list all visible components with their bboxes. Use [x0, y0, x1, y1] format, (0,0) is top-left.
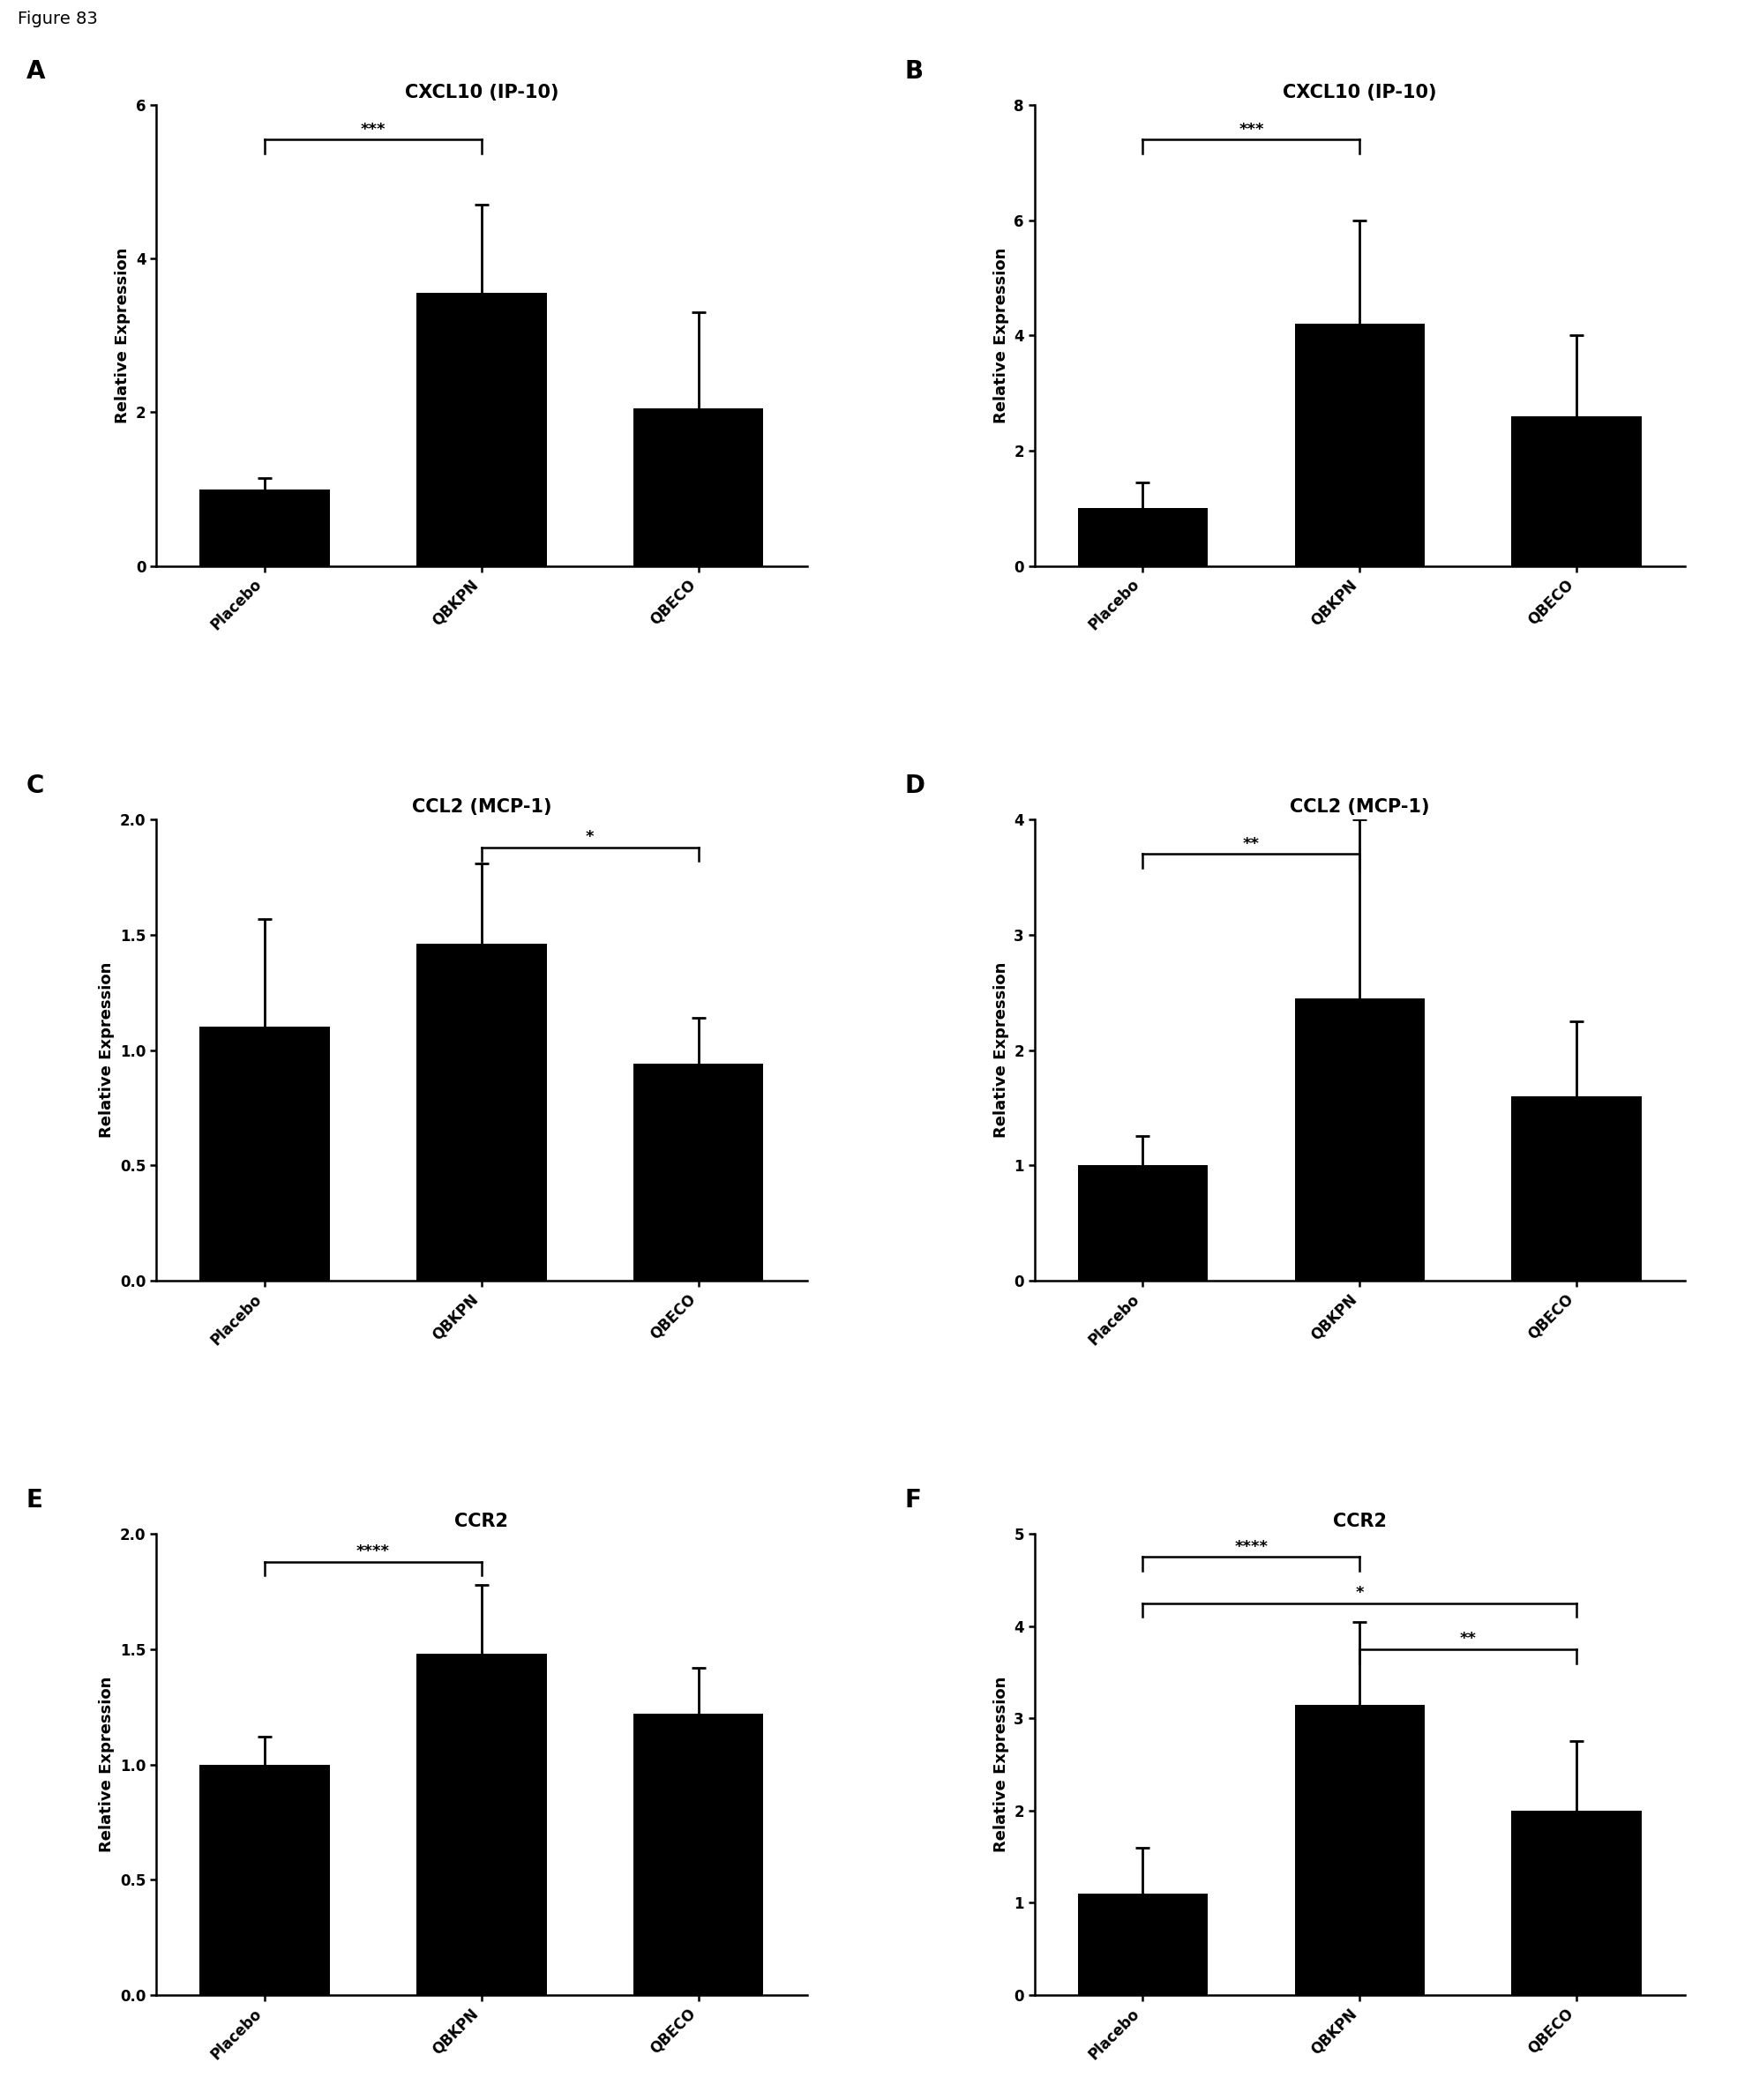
Bar [200, 1764, 330, 1995]
Bar [200, 1027, 330, 1281]
Y-axis label: Relative Expression: Relative Expression [994, 962, 1009, 1138]
Bar [417, 294, 547, 567]
Y-axis label: Relative Expression: Relative Expression [99, 962, 115, 1138]
Title: CCR2: CCR2 [1332, 1512, 1386, 1531]
Y-axis label: Relative Expression: Relative Expression [994, 248, 1009, 424]
Text: ****: **** [1235, 1539, 1268, 1554]
Title: CCR2: CCR2 [455, 1512, 509, 1531]
Bar [1077, 508, 1207, 567]
Y-axis label: Relative Expression: Relative Expression [994, 1676, 1009, 1852]
Bar [1294, 323, 1424, 567]
Title: CCL2 (MCP-1): CCL2 (MCP-1) [412, 798, 551, 815]
Text: C: C [26, 773, 43, 798]
Text: B: B [905, 59, 922, 84]
Text: F: F [905, 1489, 921, 1512]
Bar [1511, 1810, 1641, 1995]
Text: ****: **** [356, 1544, 389, 1560]
Text: ***: *** [1238, 122, 1265, 137]
Text: E: E [26, 1489, 43, 1512]
Bar [200, 489, 330, 567]
Title: CXCL10 (IP-10): CXCL10 (IP-10) [1282, 84, 1436, 101]
Bar [1077, 1894, 1207, 1995]
Title: CCL2 (MCP-1): CCL2 (MCP-1) [1291, 798, 1430, 815]
Bar [417, 1655, 547, 1995]
Y-axis label: Relative Expression: Relative Expression [99, 1676, 115, 1852]
Text: **: ** [1459, 1632, 1476, 1646]
Bar [1077, 1166, 1207, 1281]
Text: ***: *** [361, 122, 386, 137]
Bar [1511, 1096, 1641, 1281]
Text: D: D [905, 773, 924, 798]
Bar [634, 410, 764, 567]
Text: A: A [26, 59, 45, 84]
Bar [1294, 998, 1424, 1281]
Bar [634, 1714, 764, 1995]
Bar [1511, 416, 1641, 567]
Y-axis label: Relative Expression: Relative Expression [115, 248, 130, 424]
Bar [417, 945, 547, 1281]
Text: *: * [585, 830, 594, 844]
Bar [1294, 1705, 1424, 1995]
Text: *: * [1355, 1586, 1364, 1600]
Title: CXCL10 (IP-10): CXCL10 (IP-10) [405, 84, 559, 101]
Bar [634, 1065, 764, 1281]
Text: Figure 83: Figure 83 [17, 10, 97, 27]
Text: **: ** [1244, 836, 1259, 853]
